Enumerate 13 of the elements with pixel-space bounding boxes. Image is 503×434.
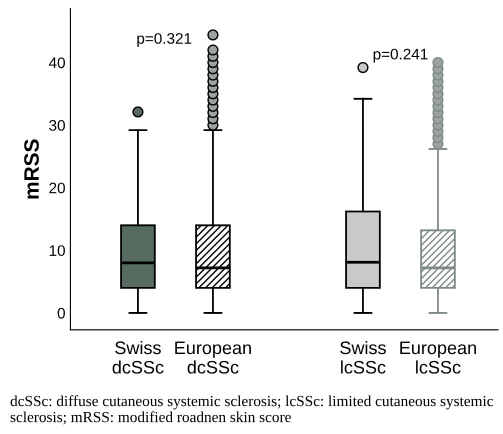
x-tick-label: Swiss dcSSc xyxy=(112,340,164,374)
annotation: p=0.241 xyxy=(374,48,428,63)
y-tick-label: 20 xyxy=(49,182,65,194)
y-tick-label: 40 xyxy=(48,57,65,68)
text: dcSSc: diffuse cutaneous systemic sclerosis; lcSSc: limited cutaneous systemic sclerosis; mRSS: modified roadnen skin score xyxy=(10,395,494,424)
y-axis-title: mRSS xyxy=(24,139,39,199)
y-tick-label: 0 xyxy=(58,308,65,319)
x-tick-label: European lcSSc xyxy=(400,342,476,374)
x-tick-label: Swiss lcSSc xyxy=(340,340,386,374)
annotation: p=0.321 xyxy=(137,33,192,47)
y-tick-label: 10 xyxy=(50,245,65,256)
x-tick-label: European dcSSc xyxy=(175,342,251,374)
y-tick-label: 30 xyxy=(49,120,65,131)
